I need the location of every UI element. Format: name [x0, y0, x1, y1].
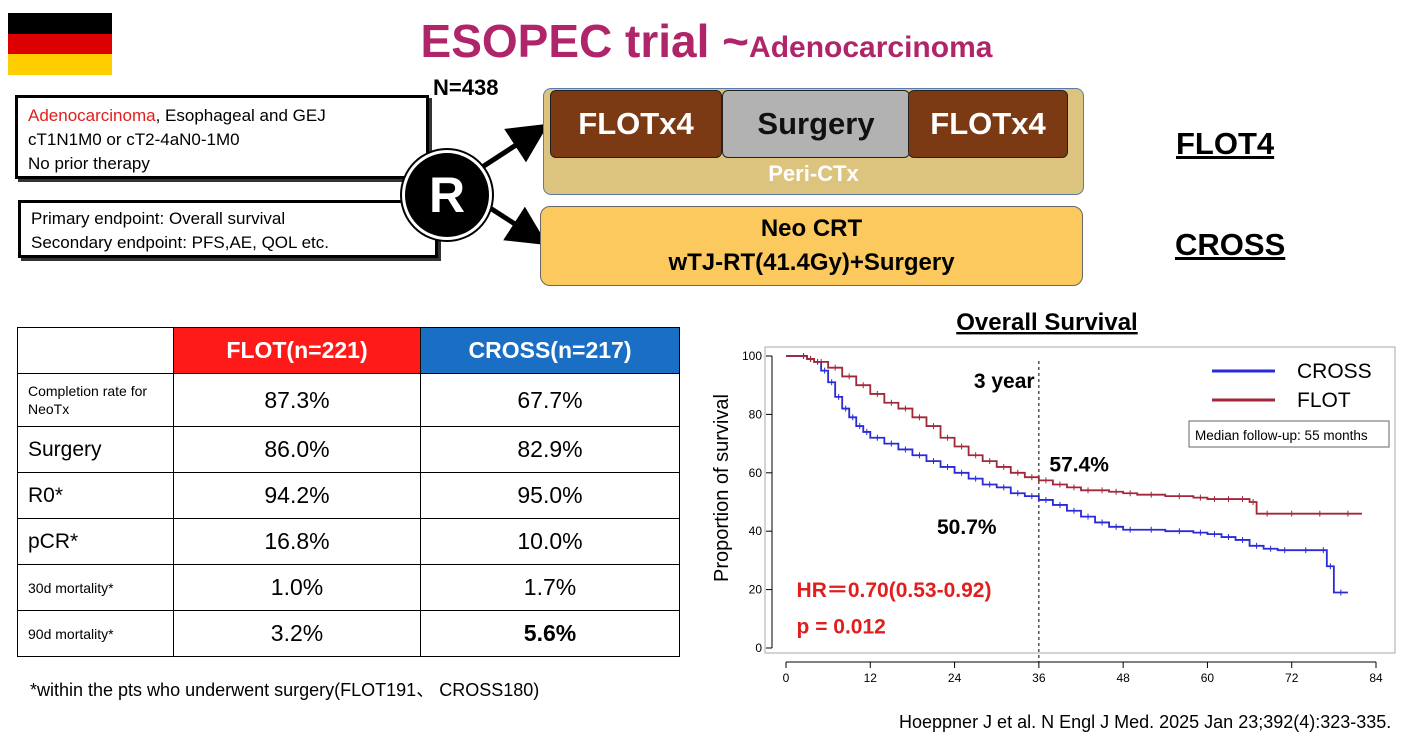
- x-tick-label: 84: [1369, 671, 1383, 685]
- row-label: 90d mortality*: [17, 610, 174, 657]
- table-row: pCR* 16.8% 10.0%: [17, 518, 680, 565]
- flag-stripe-gold: [8, 54, 112, 75]
- secondary-endpoint: Secondary endpoint: PFS,AE, QOL etc.: [31, 233, 329, 252]
- flot-value: 1.0%: [173, 564, 421, 611]
- surgery-segment: Surgery: [722, 90, 910, 158]
- x-tick-label: 72: [1285, 671, 1299, 685]
- row-label: Completion rate for NeoTx: [17, 373, 174, 427]
- cross-label: CROSS: [1175, 227, 1286, 262]
- cross-3yr-value: 50.7%: [937, 516, 997, 539]
- flot-value: 94.2%: [173, 472, 421, 519]
- x-tick-label: 0: [783, 671, 790, 685]
- table-row: R0* 94.2% 95.0%: [17, 472, 680, 519]
- row-label: pCR*: [17, 518, 174, 565]
- table-row: 90d mortality* 3.2% 5.6%: [17, 610, 680, 657]
- row-label: 30d mortality*: [17, 564, 174, 611]
- cross-arm-box: Neo CRT wTJ-RT(41.4Gy)+Surgery: [540, 206, 1083, 286]
- flot4-label: FLOT4: [1176, 126, 1275, 161]
- table-row: Surgery 86.0% 82.9%: [17, 426, 680, 473]
- flot-arm-box: FLOTx4 Surgery FLOTx4 Peri-CTx: [543, 88, 1084, 195]
- legend-label-cross: CROSS: [1297, 360, 1372, 383]
- germany-flag: [8, 13, 112, 75]
- y-tick-label: 80: [749, 407, 763, 421]
- chart-axes: 0 20 40 60 80 100 0 12 24 36 48 60 72 84: [742, 349, 1383, 685]
- chart-title: Overall Survival: [956, 309, 1137, 336]
- endpoints-box: Primary endpoint: Overall survival Secon…: [18, 200, 438, 258]
- table-row: Completion rate for NeoTx 87.3% 67.7%: [17, 373, 680, 427]
- title-sub: Adenocarcinoma: [749, 31, 993, 64]
- footnote: *within the pts who underwent surgery(FL…: [30, 680, 540, 700]
- y-tick-label: 20: [749, 583, 763, 597]
- row-label: Surgery: [17, 426, 174, 473]
- cross-arm-line2: wTJ-RT(41.4Gy)+Surgery: [668, 249, 955, 276]
- eligibility-box: Adenocarcinoma, Esophageal and GEJ cT1N1…: [15, 95, 429, 179]
- flot-3yr-value: 57.4%: [1049, 453, 1109, 476]
- table-header-flot: FLOT(n=221): [173, 327, 421, 374]
- eligibility-site: , Esophageal and GEJ: [155, 106, 326, 125]
- cross-value: 82.9%: [420, 426, 680, 473]
- table-header-empty: [17, 327, 174, 374]
- flot-value: 87.3%: [173, 373, 421, 427]
- randomization-circle: R: [402, 150, 492, 240]
- title-main: ESOPEC trial ~: [420, 15, 750, 67]
- cross-value: 95.0%: [420, 472, 680, 519]
- three-year-label: 3 year: [974, 370, 1035, 393]
- followup-text: Median follow-up: 55 months: [1195, 428, 1368, 443]
- n-label: N=438: [433, 75, 499, 100]
- slide-title: ESOPEC trial ~Adenocarcinoma: [0, 14, 1413, 68]
- cross-value: 1.7%: [420, 564, 680, 611]
- legend-label-flot: FLOT: [1297, 389, 1351, 412]
- x-tick-label: 36: [1032, 671, 1046, 685]
- flag-stripe-red: [8, 33, 112, 55]
- eligibility-stage: cT1N1M0 or cT2-4aN0-1M0: [28, 130, 240, 149]
- peri-ctx-caption: Peri-CTx: [768, 161, 859, 186]
- flot-segment-post: FLOTx4: [908, 90, 1068, 158]
- hazard-ratio: HR＝0.70(0.53-0.92): [797, 579, 992, 602]
- x-tick-label: 24: [948, 671, 962, 685]
- x-tick-label: 48: [1116, 671, 1130, 685]
- censor-marks-flot: [803, 353, 1349, 517]
- eligibility-histology: Adenocarcinoma: [28, 106, 156, 125]
- outcomes-table: FLOT(n=221) CROSS(n=217) Completion rate…: [17, 327, 680, 657]
- y-axis-label: Proportion of survival: [711, 394, 733, 582]
- primary-endpoint: Primary endpoint: Overall survival: [31, 209, 286, 228]
- cross-value: 10.0%: [420, 518, 680, 565]
- eligibility-prior: No prior therapy: [28, 154, 150, 173]
- x-tick-label: 12: [864, 671, 878, 685]
- cross-value: 5.6%: [420, 610, 680, 657]
- chart-series: [786, 353, 1362, 596]
- survival-chart: Overall Survival Proportion of survival …: [711, 309, 1396, 685]
- table-header-cross: CROSS(n=217): [420, 327, 680, 374]
- table-header-row: FLOT(n=221) CROSS(n=217): [17, 327, 680, 374]
- y-tick-label: 100: [742, 349, 762, 363]
- x-tick-label: 60: [1201, 671, 1215, 685]
- flot-segment-pre: FLOTx4: [550, 90, 722, 158]
- citation: Hoeppner J et al. N Engl J Med. 2025 Jan…: [899, 712, 1392, 732]
- y-tick-label: 40: [749, 524, 763, 538]
- series-line-flot: [786, 355, 1362, 515]
- cross-arm-line1: Neo CRT: [760, 215, 863, 242]
- followup-box: [1188, 420, 1390, 448]
- chart-annotations: 3 year 57.4% 50.7% HR＝0.70(0.53-0.92) p = 0.…: [797, 370, 1110, 638]
- y-tick-label: 60: [749, 466, 763, 480]
- p-value: p = 0.012: [797, 615, 886, 638]
- flot-value: 16.8%: [173, 518, 421, 565]
- cross-value: 67.7%: [420, 373, 680, 427]
- chart-frame: [764, 346, 1396, 654]
- y-tick-label: 0: [755, 641, 762, 655]
- row-label: R0*: [17, 472, 174, 519]
- flot-value: 3.2%: [173, 610, 421, 657]
- flot-value: 86.0%: [173, 426, 421, 473]
- flag-stripe-black: [8, 13, 112, 34]
- chart-legend: CROSS FLOT: [1212, 360, 1372, 412]
- table-row: 30d mortality* 1.0% 1.7%: [17, 564, 680, 611]
